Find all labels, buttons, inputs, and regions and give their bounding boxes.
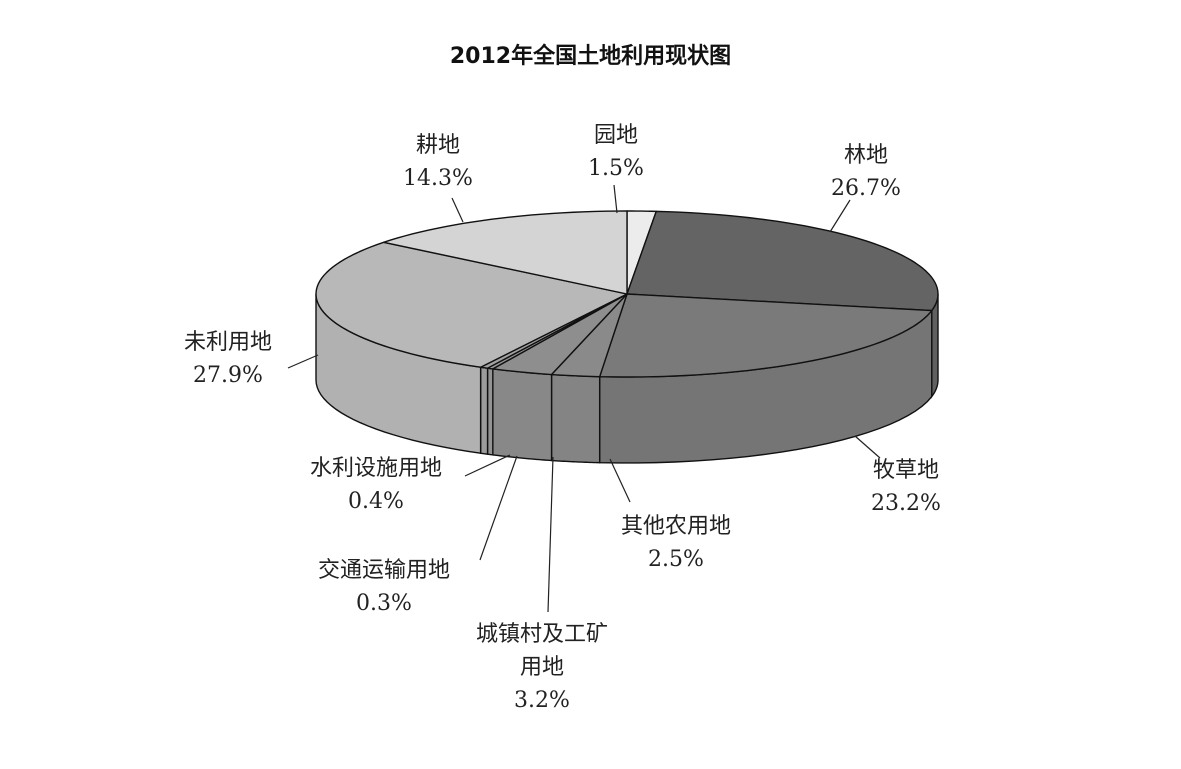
leader-line-1 bbox=[613, 184, 618, 214]
pie-side-4 bbox=[550, 373, 601, 464]
slice-name-label: 园地 bbox=[594, 123, 638, 148]
slice-percent-label: 0.4% bbox=[348, 489, 404, 514]
slice-name-label: 其他农用地 bbox=[621, 514, 731, 539]
slice-name-label: 耕地 bbox=[416, 133, 460, 158]
slice-percent-label: 26.7% bbox=[831, 176, 901, 201]
pie-slice-8 bbox=[315, 241, 628, 368]
pie-side-6 bbox=[486, 367, 494, 456]
slice-name-label: 林地 bbox=[844, 143, 888, 168]
chart-title: 2012年全国土地利用现状图 bbox=[449, 44, 732, 69]
slice-name-label: 牧草地 bbox=[873, 458, 939, 483]
pie-tops bbox=[315, 210, 939, 378]
leader-line-2 bbox=[829, 199, 851, 233]
slice-percent-label: 14.3% bbox=[403, 166, 473, 191]
pie-side-5 bbox=[492, 368, 553, 462]
pie-slice-2 bbox=[626, 210, 939, 312]
leader-lines bbox=[287, 184, 881, 613]
slice-name-label: 交通运输用地 bbox=[318, 558, 450, 583]
slice-name-label: 用地 bbox=[520, 655, 564, 680]
slice-percent-label: 0.3% bbox=[356, 591, 412, 616]
slice-name-label: 城镇村及工矿 bbox=[476, 622, 608, 647]
leader-line-7 bbox=[464, 454, 511, 477]
slice-percent-label: 3.2% bbox=[514, 688, 570, 713]
leader-line-6 bbox=[479, 455, 518, 561]
pie-side-7 bbox=[479, 366, 489, 455]
slice-percent-label: 27.9% bbox=[193, 363, 263, 388]
leader-line-5 bbox=[547, 456, 554, 613]
leader-line-8 bbox=[287, 354, 319, 369]
pie-slice-5 bbox=[492, 293, 628, 376]
leader-line-3 bbox=[854, 435, 881, 459]
leader-line-4 bbox=[609, 458, 631, 503]
leader-line-9 bbox=[451, 197, 464, 223]
slice-name-label: 未利用地 bbox=[184, 330, 272, 355]
slice-percent-label: 1.5% bbox=[588, 156, 644, 181]
slice-percent-label: 2.5% bbox=[648, 547, 704, 572]
pie-slice-9 bbox=[382, 210, 628, 295]
pie-slice-3 bbox=[598, 293, 933, 378]
slice-name-label: 水利设施用地 bbox=[310, 456, 442, 481]
slice-percent-label: 23.2% bbox=[871, 491, 941, 516]
pie-sides bbox=[315, 293, 939, 464]
